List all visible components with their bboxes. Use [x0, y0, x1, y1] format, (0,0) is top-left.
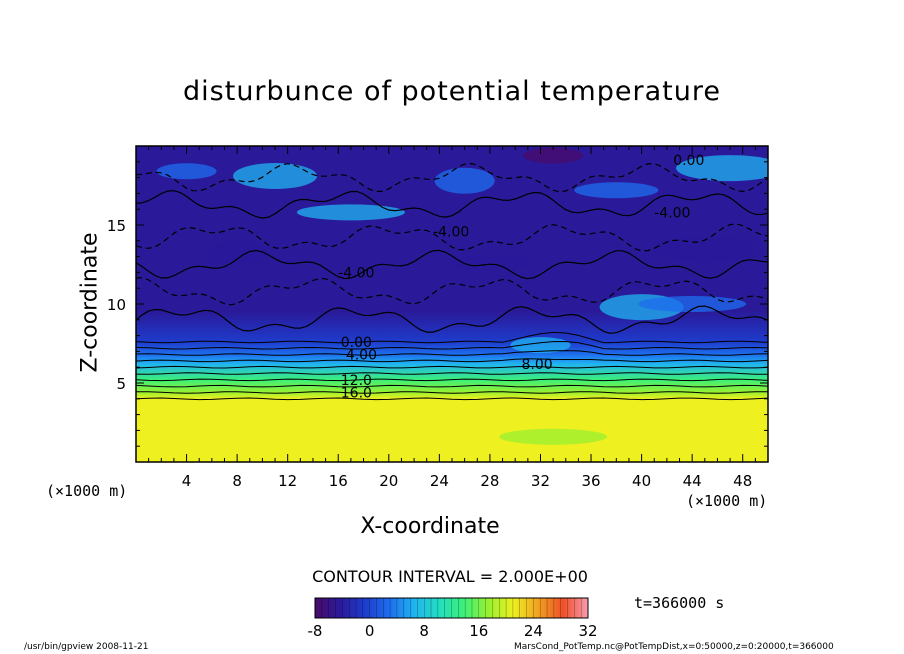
x-tick-label: 4 — [182, 472, 192, 490]
contour-line — [136, 223, 768, 252]
field-patch — [434, 167, 495, 194]
colorbar-tick-label: 24 — [524, 622, 543, 640]
contour-line — [136, 162, 768, 193]
contour-line — [136, 249, 768, 280]
contour-line — [136, 397, 768, 401]
x-axis-ticks: 4 8 12 16 20 24 28 32 36 40 44 48 — [148, 146, 756, 490]
footer-left: /usr/bin/gpview 2008-11-21 — [24, 642, 149, 652]
field-patch — [523, 147, 584, 164]
colorbar: -8 0 8 16 24 32 — [308, 597, 598, 640]
field-patch — [510, 337, 571, 354]
y-axis-ticks: 5 10 15 — [107, 161, 768, 447]
footer-right: MarsCond_PotTemp.nc@PotTempDist,x=0:5000… — [514, 642, 834, 652]
contour-line — [136, 384, 768, 388]
contour-label: 4.00 — [346, 348, 377, 364]
contour-lines — [136, 162, 768, 401]
contour-line — [136, 305, 768, 334]
contour-interval-text: CONTOUR INTERVAL = 2.000E+00 — [312, 567, 588, 586]
x-axis-unit-right: (×1000 m) — [686, 492, 768, 510]
contour-line — [136, 350, 768, 356]
x-tick-label: 16 — [329, 472, 348, 490]
contour-line — [136, 378, 768, 382]
x-tick-label: 32 — [531, 472, 550, 490]
x-tick-label: 12 — [278, 472, 297, 490]
contour-line — [136, 190, 768, 219]
heatmap-field — [136, 146, 768, 462]
colorbar-tick-label: 8 — [419, 622, 429, 640]
x-axis-label: X-coordinate — [360, 514, 500, 539]
y-axis-label: Z-coordinate — [77, 232, 103, 373]
x-tick-label: 8 — [232, 472, 242, 490]
field-patch — [676, 155, 768, 182]
field-patch — [499, 428, 608, 445]
field-patch — [674, 404, 735, 431]
field-patch — [156, 163, 217, 180]
contour-line — [136, 365, 768, 369]
x-tick-label: 48 — [733, 472, 752, 490]
colorbar-tick-label: -8 — [308, 622, 323, 640]
field-patch — [650, 235, 759, 262]
contour-line — [136, 391, 768, 394]
x-tick-label: 40 — [632, 472, 651, 490]
field-patch — [296, 204, 405, 221]
contour-line — [136, 358, 768, 363]
x-tick-label: 20 — [379, 472, 398, 490]
contour-label: -4.00 — [433, 224, 469, 240]
colorbar-tick-label: 16 — [469, 622, 488, 640]
contour-label: 12.0 — [341, 373, 372, 389]
colorbar-tick-label: 0 — [365, 622, 375, 640]
x-tick-label: 24 — [430, 472, 449, 490]
contour-label: -4.00 — [654, 205, 690, 221]
contour-label: 8.00 — [522, 357, 553, 373]
contour-label: 0.00 — [341, 335, 372, 351]
contour-label: 16.0 — [341, 385, 372, 401]
contour-line — [136, 277, 768, 306]
field-patch — [233, 163, 318, 190]
field-patch — [270, 414, 355, 441]
field-patch — [574, 182, 659, 199]
y-tick-label: 10 — [107, 296, 126, 314]
contour-line — [136, 331, 768, 344]
y-tick-label: 15 — [107, 217, 126, 235]
field-patch — [207, 240, 268, 267]
time-label: t=366000 s — [634, 594, 725, 612]
y-tick-label: 5 — [116, 375, 126, 393]
colorbar-tick-label: 32 — [578, 622, 597, 640]
contour-line — [136, 372, 768, 375]
contour-label: 0.00 — [673, 153, 704, 169]
x-tick-label: 44 — [683, 472, 702, 490]
x-axis-unit-left: (×1000 m) — [46, 482, 128, 500]
x-tick-label: 36 — [581, 472, 600, 490]
contour-line — [136, 340, 768, 350]
x-tick-label: 28 — [480, 472, 499, 490]
field-patch — [447, 254, 532, 271]
contour-label: -4.00 — [338, 265, 374, 281]
chart-title: disturbunce of potential temperature — [183, 76, 721, 107]
